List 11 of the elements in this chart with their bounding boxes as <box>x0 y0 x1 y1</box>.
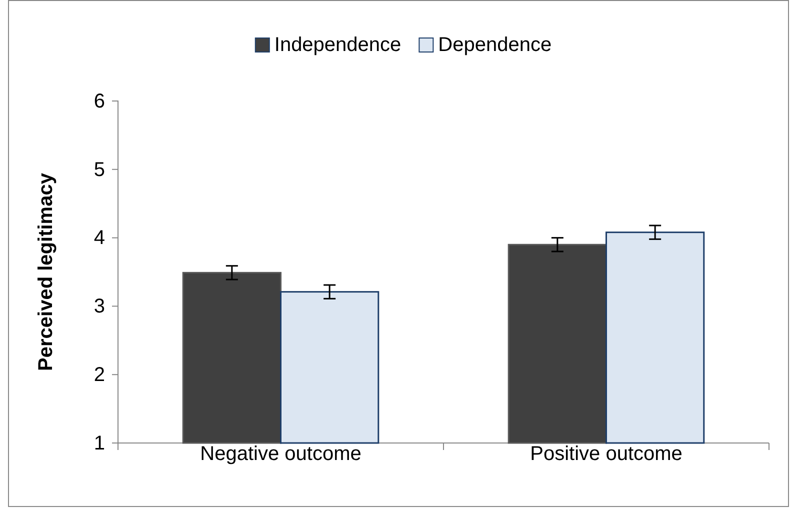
x-tick-label: Negative outcome <box>200 443 362 465</box>
y-tick-label: 6 <box>94 90 105 112</box>
y-tick-label: 1 <box>94 432 105 454</box>
y-axis-title: Perceived legitimacy <box>35 172 57 371</box>
y-tick-label: 5 <box>94 158 105 181</box>
y-tick-label: 2 <box>94 364 105 386</box>
legend-label: Independence <box>274 34 402 56</box>
legend-label: Dependence <box>438 34 552 56</box>
y-tick-label: 4 <box>94 227 105 250</box>
x-tick-label: Positive outcome <box>530 443 682 465</box>
y-tick-label: 3 <box>94 296 105 318</box>
